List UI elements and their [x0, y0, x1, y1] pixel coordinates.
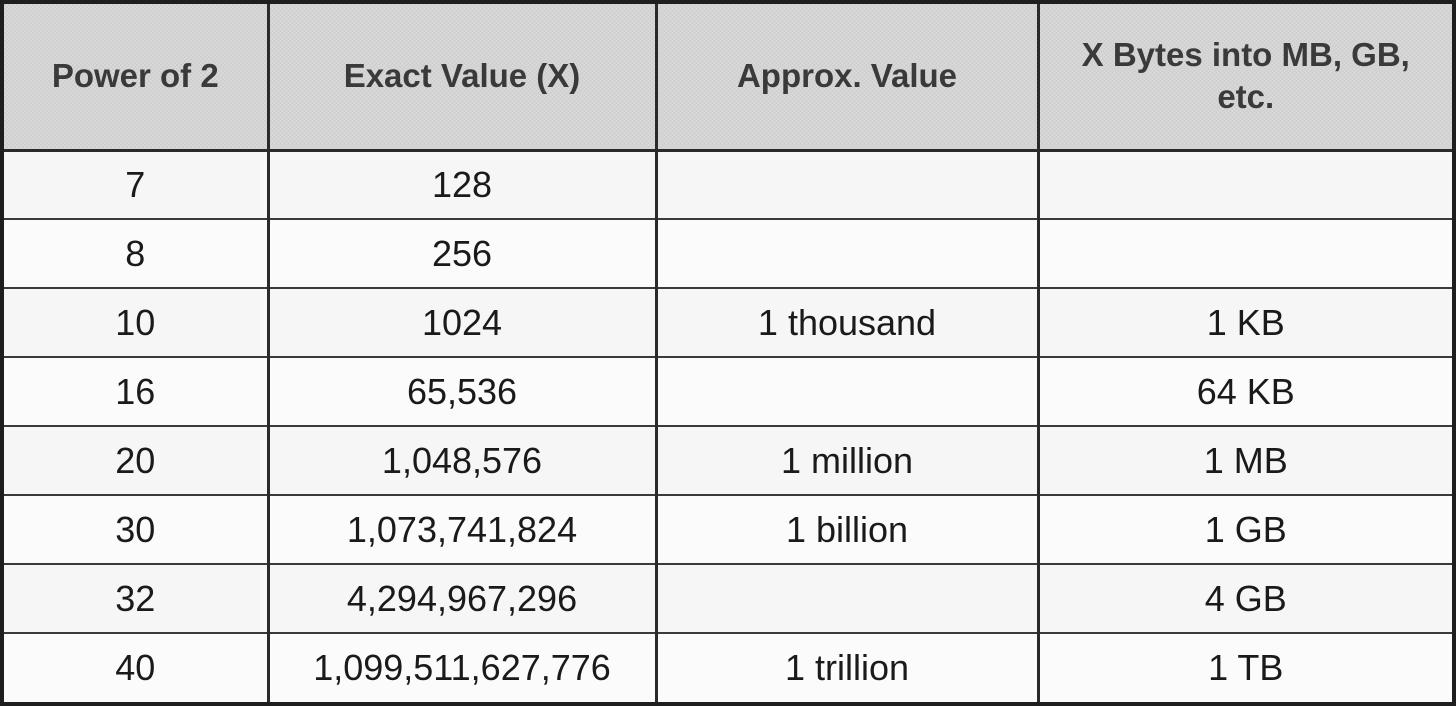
- table-row: 16 65,536 64 KB: [4, 357, 1452, 427]
- table-body: 7 128 8 256 10 1024 1 thousand 1 KB 16 6…: [4, 150, 1452, 702]
- cell-bytes: 1 MB: [1038, 426, 1452, 496]
- table-row: 30 1,073,741,824 1 billion 1 GB: [4, 495, 1452, 565]
- cell-power: 10: [4, 288, 270, 358]
- cell-approx-value: [656, 357, 1040, 427]
- table-row: 20 1,048,576 1 million 1 MB: [4, 426, 1452, 496]
- cell-bytes: 1 GB: [1038, 495, 1452, 565]
- cell-bytes: 1 KB: [1038, 288, 1452, 358]
- cell-bytes: 4 GB: [1038, 564, 1452, 634]
- powers-of-two-table: Power of 2 Exact Value (X) Approx. Value…: [4, 4, 1452, 702]
- table-row: 32 4,294,967,296 4 GB: [4, 564, 1452, 634]
- cell-exact-value: 1,048,576: [268, 426, 658, 496]
- header-exact-value: Exact Value (X): [268, 4, 658, 152]
- cell-exact-value: 1,073,741,824: [268, 495, 658, 565]
- cell-exact-value: 256: [268, 219, 658, 289]
- cell-power: 8: [4, 219, 270, 289]
- cell-approx-value: [656, 150, 1040, 220]
- cell-approx-value: 1 trillion: [656, 633, 1040, 702]
- cell-exact-value: 65,536: [268, 357, 658, 427]
- header-approx-value: Approx. Value: [656, 4, 1040, 152]
- cell-power: 20: [4, 426, 270, 496]
- table-header: Power of 2 Exact Value (X) Approx. Value…: [4, 4, 1452, 152]
- table-row: 8 256: [4, 219, 1452, 289]
- header-row: Power of 2 Exact Value (X) Approx. Value…: [4, 4, 1452, 152]
- cell-power: 30: [4, 495, 270, 565]
- cell-approx-value: 1 billion: [656, 495, 1040, 565]
- cell-bytes: [1038, 219, 1452, 289]
- cell-bytes: 1 TB: [1038, 633, 1452, 702]
- header-bytes-conversion: X Bytes into MB, GB, etc.: [1038, 4, 1452, 152]
- cell-exact-value: 1,099,511,627,776: [268, 633, 658, 702]
- cell-approx-value: 1 thousand: [656, 288, 1040, 358]
- cell-approx-value: [656, 564, 1040, 634]
- cell-power: 7: [4, 150, 270, 220]
- cell-exact-value: 4,294,967,296: [268, 564, 658, 634]
- cell-bytes: [1038, 150, 1452, 220]
- cell-approx-value: [656, 219, 1040, 289]
- cell-power: 32: [4, 564, 270, 634]
- table-row: 10 1024 1 thousand 1 KB: [4, 288, 1452, 358]
- cell-exact-value: 1024: [268, 288, 658, 358]
- cell-power: 40: [4, 633, 270, 702]
- table-row: 7 128: [4, 150, 1452, 220]
- cell-bytes: 64 KB: [1038, 357, 1452, 427]
- table-row: 40 1,099,511,627,776 1 trillion 1 TB: [4, 633, 1452, 702]
- header-power-of-2: Power of 2: [4, 4, 270, 152]
- cell-approx-value: 1 million: [656, 426, 1040, 496]
- cell-power: 16: [4, 357, 270, 427]
- cell-exact-value: 128: [268, 150, 658, 220]
